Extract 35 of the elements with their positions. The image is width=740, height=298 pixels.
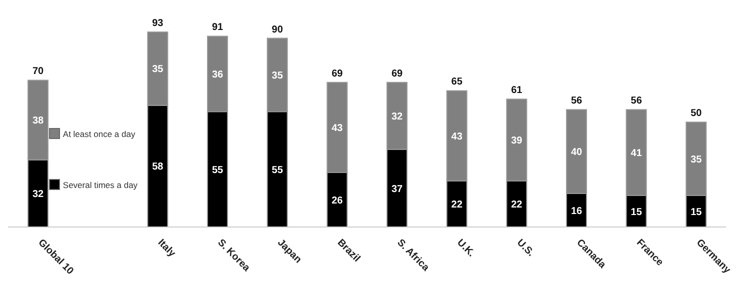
data-label: 38 (32, 116, 44, 127)
data-label: 43 (451, 131, 463, 142)
legend-label: At least once a day (62, 128, 136, 138)
data-label: 41 (630, 148, 642, 160)
total-label: 90 (272, 24, 284, 36)
data-label: 36 (212, 69, 224, 80)
data-label: 32 (391, 111, 403, 122)
data-label: 35 (152, 64, 164, 76)
data-label: 26 (332, 195, 344, 206)
data-label: 15 (690, 206, 702, 218)
data-label: 32 (32, 189, 44, 200)
data-label: 55 (272, 164, 284, 176)
data-label: 40 (570, 147, 582, 158)
data-label: 16 (570, 206, 582, 217)
data-label: 35 (690, 154, 702, 166)
data-label: 43 (332, 122, 344, 134)
total-label: 69 (332, 68, 344, 80)
total-label: 65 (451, 76, 463, 88)
total-label: 70 (32, 66, 44, 78)
data-label: 58 (152, 162, 164, 173)
total-label: 91 (212, 22, 224, 34)
total-label: 56 (570, 96, 582, 107)
data-label: 22 (451, 199, 463, 210)
total-label: 93 (152, 18, 164, 29)
total-label: 50 (690, 108, 702, 120)
data-label: 55 (212, 164, 224, 176)
data-label: 37 (391, 184, 403, 195)
data-label: 39 (511, 136, 523, 147)
total-label: 56 (630, 96, 642, 107)
total-label: 69 (391, 68, 403, 80)
total-label: 61 (511, 85, 523, 96)
data-label: 15 (630, 206, 642, 218)
data-label: 22 (511, 199, 523, 210)
legend-label: Several times a day (62, 180, 138, 190)
data-label: 35 (272, 70, 284, 82)
